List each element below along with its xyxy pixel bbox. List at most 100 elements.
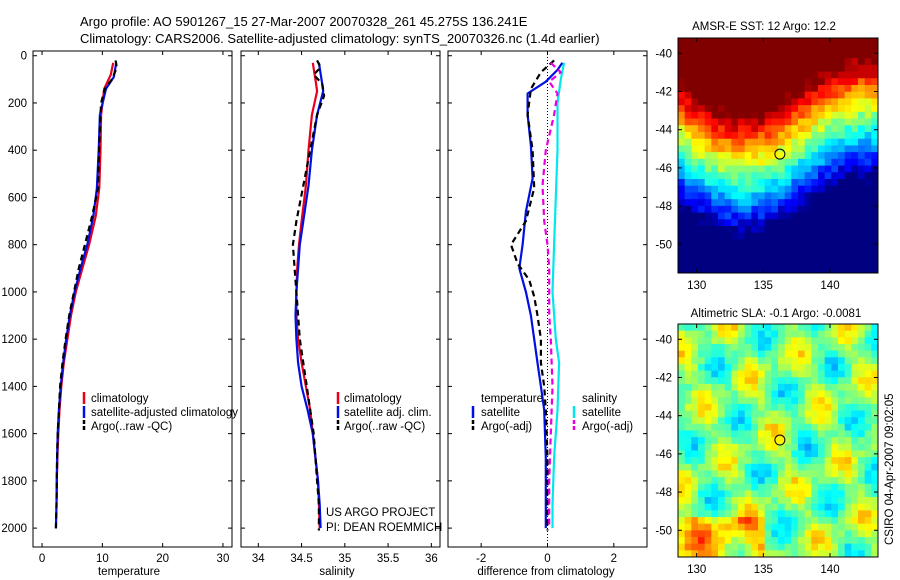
map-cell [698, 85, 706, 93]
map-cell [784, 337, 792, 345]
map-cell [778, 537, 786, 545]
map-cell [818, 543, 826, 551]
map-cell [771, 219, 779, 227]
map-cell [678, 246, 686, 254]
map-cell [791, 423, 799, 431]
map-cell [758, 118, 766, 126]
map-cell [871, 517, 879, 525]
map-cell [858, 44, 866, 52]
map-cell [684, 38, 692, 46]
map-cell [731, 470, 739, 478]
map-cell [678, 266, 686, 274]
map-cell [698, 78, 706, 86]
map-cell [738, 503, 746, 511]
map-cell [678, 463, 686, 471]
map-cell [831, 497, 839, 505]
map-cell [691, 443, 699, 451]
map-cell [684, 477, 692, 485]
map-cell [784, 550, 792, 558]
map-cell [704, 71, 712, 79]
map-cell [838, 383, 846, 391]
map-cell [784, 503, 792, 511]
map-cell [771, 550, 779, 558]
map-cell [811, 423, 819, 431]
map-cell [704, 403, 712, 411]
map-cell [711, 417, 719, 425]
map-cell [738, 324, 746, 332]
map-cell [824, 350, 832, 358]
map-cell [851, 463, 859, 471]
map-cell [858, 510, 866, 518]
map-cell [824, 537, 832, 545]
map-cell [838, 152, 846, 160]
map-cell [851, 152, 859, 160]
map-cell [871, 497, 879, 505]
map-cell [804, 199, 812, 207]
map-cell [758, 219, 766, 227]
map-cell [698, 397, 706, 405]
map-cell [851, 118, 859, 126]
map-cell [798, 226, 806, 234]
y-tick-label: 200 [8, 98, 27, 110]
map-cell [684, 503, 692, 511]
map-cell [858, 239, 866, 247]
map-cell [758, 38, 766, 46]
map-cell [778, 179, 786, 187]
map-cell [731, 523, 739, 531]
map-cell [864, 185, 872, 193]
map-cell [798, 138, 806, 146]
map-cell [778, 111, 786, 119]
map-cell [831, 44, 839, 52]
map-cell [858, 64, 866, 72]
map-cell [798, 71, 806, 79]
map-cell [764, 212, 772, 220]
map-cell [751, 145, 759, 153]
map-cell [864, 192, 872, 200]
map-cell [751, 51, 759, 59]
map-cell [838, 98, 846, 106]
map-cell [784, 397, 792, 405]
map-cell [858, 517, 866, 525]
map-cell [871, 152, 879, 160]
map-cell [791, 363, 799, 371]
map-cell [784, 165, 792, 173]
map-cell [731, 172, 739, 180]
map-cell [771, 497, 779, 505]
map-cell [731, 199, 739, 207]
map-cell [704, 219, 712, 227]
map-cell [864, 397, 872, 405]
map-cell [791, 410, 799, 418]
map-cell [778, 78, 786, 86]
map-cell [838, 192, 846, 200]
map-cell [844, 450, 852, 458]
map-cell [711, 78, 719, 86]
map-cell [691, 463, 699, 471]
map-cell [684, 510, 692, 518]
map-cell [731, 165, 739, 173]
map-cell [824, 543, 832, 551]
map-cell [791, 523, 799, 531]
map-cell [831, 517, 839, 525]
map-cell [838, 457, 846, 465]
map-cell [771, 145, 779, 153]
map-cell [818, 550, 826, 558]
map-cell [851, 111, 859, 119]
map-cell [678, 470, 686, 478]
map-cell [811, 192, 819, 200]
sst-map-title: AMSR-E SST: 12 Argo: 12.2 [692, 21, 836, 33]
map-cell [818, 212, 826, 220]
map-cell [858, 543, 866, 551]
map-cell [784, 357, 792, 365]
map-cell [824, 437, 832, 445]
map-cell [711, 259, 719, 267]
map-cell [858, 324, 866, 332]
map-cell [711, 138, 719, 146]
map-cell [751, 111, 759, 119]
map-cell [698, 266, 706, 274]
map-cell [811, 185, 819, 193]
map-cell [738, 226, 746, 234]
map-cell [864, 417, 872, 425]
map-cell [691, 44, 699, 52]
map-cell [691, 138, 699, 146]
map-cell [784, 51, 792, 59]
